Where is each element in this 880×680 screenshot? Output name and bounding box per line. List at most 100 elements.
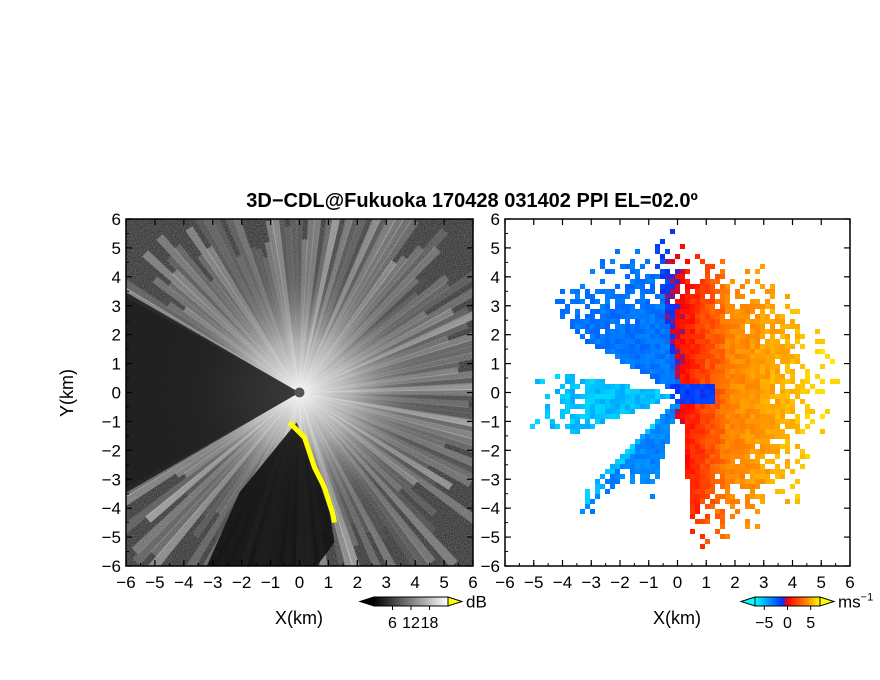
velocity-cell	[620, 474, 625, 479]
velocity-cell	[670, 314, 675, 319]
velocity-cell	[700, 314, 705, 319]
velocity-cell	[800, 334, 805, 339]
velocity-cell	[600, 339, 605, 344]
velocity-cell	[655, 434, 660, 439]
velocity-cell	[760, 414, 765, 419]
velocity-cell	[585, 399, 590, 404]
velocity-cell	[635, 319, 640, 324]
velocity-cell	[770, 364, 775, 369]
velocity-cell	[725, 469, 730, 474]
velocity-cell	[730, 439, 735, 444]
velocity-cell	[600, 409, 605, 414]
velocity-cell	[535, 379, 540, 384]
velocity-cell	[725, 309, 730, 314]
velocity-cell	[755, 279, 760, 284]
velocity-cell	[735, 399, 740, 404]
velocity-cell	[670, 284, 675, 289]
velocity-cell	[655, 314, 660, 319]
velocity-cell	[620, 294, 625, 299]
velocity-cell	[755, 459, 760, 464]
velocity-cell	[790, 409, 795, 414]
velocity-cell	[710, 464, 715, 469]
velocity-cell	[665, 294, 670, 299]
velocity-cell	[620, 384, 625, 389]
velocity-cell	[595, 389, 600, 394]
velocity-cell	[650, 324, 655, 329]
velocity-cell	[770, 319, 775, 324]
velocity-cell	[635, 394, 640, 399]
velocity-cell	[580, 319, 585, 324]
velocity-cell	[705, 439, 710, 444]
velocity-cell	[740, 344, 745, 349]
velocity-cell	[710, 399, 715, 404]
velocity-cell	[760, 499, 765, 504]
velocity-cell	[750, 364, 755, 369]
velocity-cell	[670, 274, 675, 279]
velocity-cell	[750, 339, 755, 344]
velocity-cell	[810, 419, 815, 424]
velocity-cell	[710, 309, 715, 314]
colorbar-bar	[373, 596, 449, 607]
velocity-cell	[745, 434, 750, 439]
velocity-cell	[720, 509, 725, 514]
velocity-cell	[640, 439, 645, 444]
velocity-cell	[590, 509, 595, 514]
velocity-cell	[720, 294, 725, 299]
velocity-cell	[720, 344, 725, 349]
velocity-cell	[700, 259, 705, 264]
x-tick-label: −1	[261, 573, 280, 592]
velocity-cell	[670, 364, 675, 369]
velocity-cell	[700, 479, 705, 484]
velocity-cell	[705, 319, 710, 324]
velocity-cell	[655, 264, 660, 269]
velocity-cell	[595, 299, 600, 304]
velocity-cell	[720, 414, 725, 419]
velocity-cell	[620, 354, 625, 359]
velocity-cell	[625, 449, 630, 454]
velocity-cell	[660, 434, 665, 439]
velocity-cell	[640, 339, 645, 344]
velocity-cell	[740, 324, 745, 329]
velocity-cell	[635, 324, 640, 329]
velocity-cell	[765, 339, 770, 344]
velocity-cell	[680, 404, 685, 409]
velocity-cell	[560, 289, 565, 294]
velocity-cell	[755, 379, 760, 384]
velocity-cell	[615, 294, 620, 299]
velocity-cell	[740, 429, 745, 434]
velocity-cell	[565, 374, 570, 379]
velocity-cell	[625, 354, 630, 359]
velocity-cell	[690, 299, 695, 304]
velocity-cell	[690, 394, 695, 399]
velocity-cell	[785, 464, 790, 469]
velocity-cell	[770, 419, 775, 424]
velocity-cell	[575, 294, 580, 299]
velocity-cell	[610, 259, 615, 264]
velocity-cell	[650, 334, 655, 339]
velocity-cell	[770, 394, 775, 399]
velocity-cell	[615, 314, 620, 319]
velocity-cell	[750, 359, 755, 364]
velocity-cell	[595, 494, 600, 499]
velocity-cell	[720, 464, 725, 469]
velocity-cell	[785, 304, 790, 309]
velocity-cell	[720, 389, 725, 394]
velocity-cell	[815, 389, 820, 394]
velocity-cell	[635, 314, 640, 319]
velocity-cell	[615, 329, 620, 334]
velocity-cell	[665, 259, 670, 264]
velocity-cell	[715, 399, 720, 404]
velocity-cell	[600, 419, 605, 424]
velocity-cell	[710, 449, 715, 454]
velocity-cell	[645, 469, 650, 474]
velocity-cell	[625, 464, 630, 469]
velocity-cell	[555, 424, 560, 429]
velocity-cell	[590, 409, 595, 414]
velocity-cell	[695, 424, 700, 429]
velocity-cell	[685, 329, 690, 334]
velocity-cell	[645, 289, 650, 294]
velocity-cell	[670, 279, 675, 284]
velocity-cell	[650, 359, 655, 364]
velocity-cell	[675, 359, 680, 364]
